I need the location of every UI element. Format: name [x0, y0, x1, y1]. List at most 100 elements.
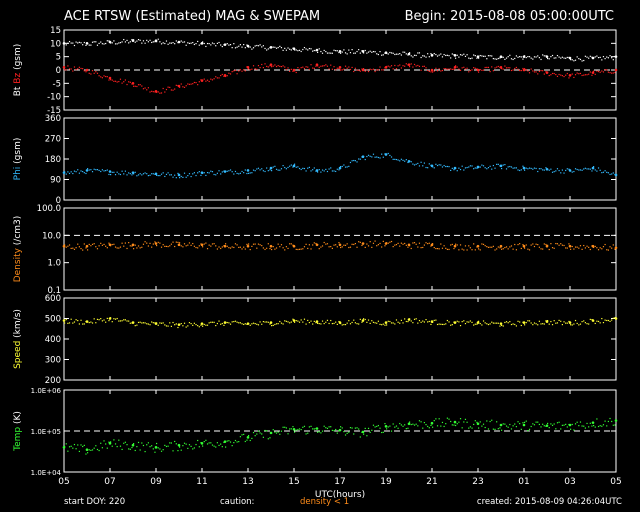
temp-point	[292, 428, 296, 431]
phi-sample	[182, 176, 184, 178]
density-sample	[548, 248, 550, 251]
phi-sample	[602, 171, 605, 173]
bz-sample	[305, 66, 307, 68]
temp-sample	[65, 443, 67, 445]
temp-sample	[364, 427, 366, 430]
density-sample	[517, 243, 519, 246]
speed-sample	[93, 318, 95, 320]
panel-speed-ytick-label: 300	[45, 356, 61, 366]
density-sample	[298, 248, 301, 250]
bt-sample	[149, 39, 151, 41]
bt-sample	[389, 51, 391, 54]
density-point	[545, 244, 549, 248]
bt-sample	[390, 52, 393, 54]
temp-sample	[484, 426, 486, 429]
temp-sample	[514, 423, 516, 425]
phi-sample	[471, 165, 473, 167]
speed-sample	[90, 321, 92, 323]
phi-sample	[121, 170, 123, 172]
bz-sample	[343, 68, 345, 70]
temp-sample	[466, 421, 468, 423]
panel-speed-frame	[63, 297, 617, 381]
speed-sample	[185, 326, 187, 328]
density-sample	[351, 243, 353, 245]
temp-sample	[359, 436, 361, 438]
bz-sample	[248, 68, 250, 70]
bz-sample	[593, 70, 595, 72]
speed-sample	[82, 323, 84, 325]
density-point	[430, 243, 434, 247]
temp-sample	[353, 433, 355, 435]
temp-sample	[427, 425, 429, 428]
phi-sample	[399, 160, 401, 162]
speed-sample	[238, 322, 240, 324]
density-sample	[179, 242, 181, 244]
bz-sample	[239, 69, 241, 71]
temp-sample	[182, 445, 184, 447]
bz-sample	[307, 66, 309, 68]
temp-sample	[284, 426, 286, 428]
bz-point	[522, 68, 526, 72]
speed-sample	[415, 318, 417, 320]
temp-sample	[505, 425, 508, 427]
phi-sample	[374, 156, 376, 158]
bz-sample	[96, 72, 99, 74]
speed-sample	[517, 320, 519, 322]
phi-sample	[210, 170, 212, 172]
density-sample	[392, 246, 394, 248]
xtick-label: 21	[426, 477, 437, 487]
speed-sample	[307, 319, 309, 322]
phi-sample	[387, 152, 389, 155]
temp-sample	[341, 427, 343, 429]
temp-sample	[93, 447, 95, 449]
bz-sample	[160, 92, 163, 94]
temp-sample	[164, 444, 166, 446]
density-sample	[257, 243, 260, 245]
bt-sample	[473, 54, 475, 56]
bt-sample	[141, 42, 143, 44]
bt-sample	[118, 42, 120, 44]
density-sample	[445, 247, 447, 249]
phi-sample	[604, 170, 606, 172]
speed-sample	[524, 324, 526, 326]
speed-sample	[246, 323, 248, 326]
speed-sample	[379, 323, 381, 326]
phi-sample	[149, 174, 151, 176]
temp-sample	[195, 443, 197, 446]
bz-sample	[519, 69, 521, 72]
phi-sample	[200, 174, 202, 176]
density-sample	[584, 247, 586, 249]
temp-sample	[547, 422, 549, 425]
density-sample	[73, 248, 76, 250]
bt-sample	[476, 57, 478, 59]
density-sample	[586, 245, 588, 247]
speed-sample	[261, 323, 263, 325]
bz-sample	[348, 66, 350, 68]
bz-point	[568, 74, 572, 77]
temp-sample	[70, 445, 72, 447]
bz-sample	[556, 75, 559, 77]
density-sample	[520, 247, 522, 250]
density-sample	[387, 242, 389, 244]
bz-sample	[478, 71, 480, 73]
density-sample	[282, 247, 284, 249]
speed-sample	[566, 322, 568, 324]
density-sample	[320, 246, 322, 248]
bt-sample	[607, 57, 609, 59]
bz-point	[614, 68, 618, 72]
bz-sample	[583, 74, 585, 76]
bz-sample	[410, 63, 412, 65]
density-sample	[458, 249, 460, 251]
density-sample	[336, 246, 338, 248]
speed-sample	[289, 322, 291, 324]
speed-sample	[190, 323, 192, 325]
density-sample	[269, 247, 271, 250]
temp-sample	[566, 426, 568, 428]
temp-sample	[374, 426, 376, 428]
phi-sample	[175, 177, 177, 179]
speed-sample	[333, 322, 335, 325]
speed-sample	[141, 322, 143, 324]
temp-sample	[290, 428, 292, 430]
phi-sample	[146, 173, 148, 175]
bz-sample	[395, 68, 398, 70]
